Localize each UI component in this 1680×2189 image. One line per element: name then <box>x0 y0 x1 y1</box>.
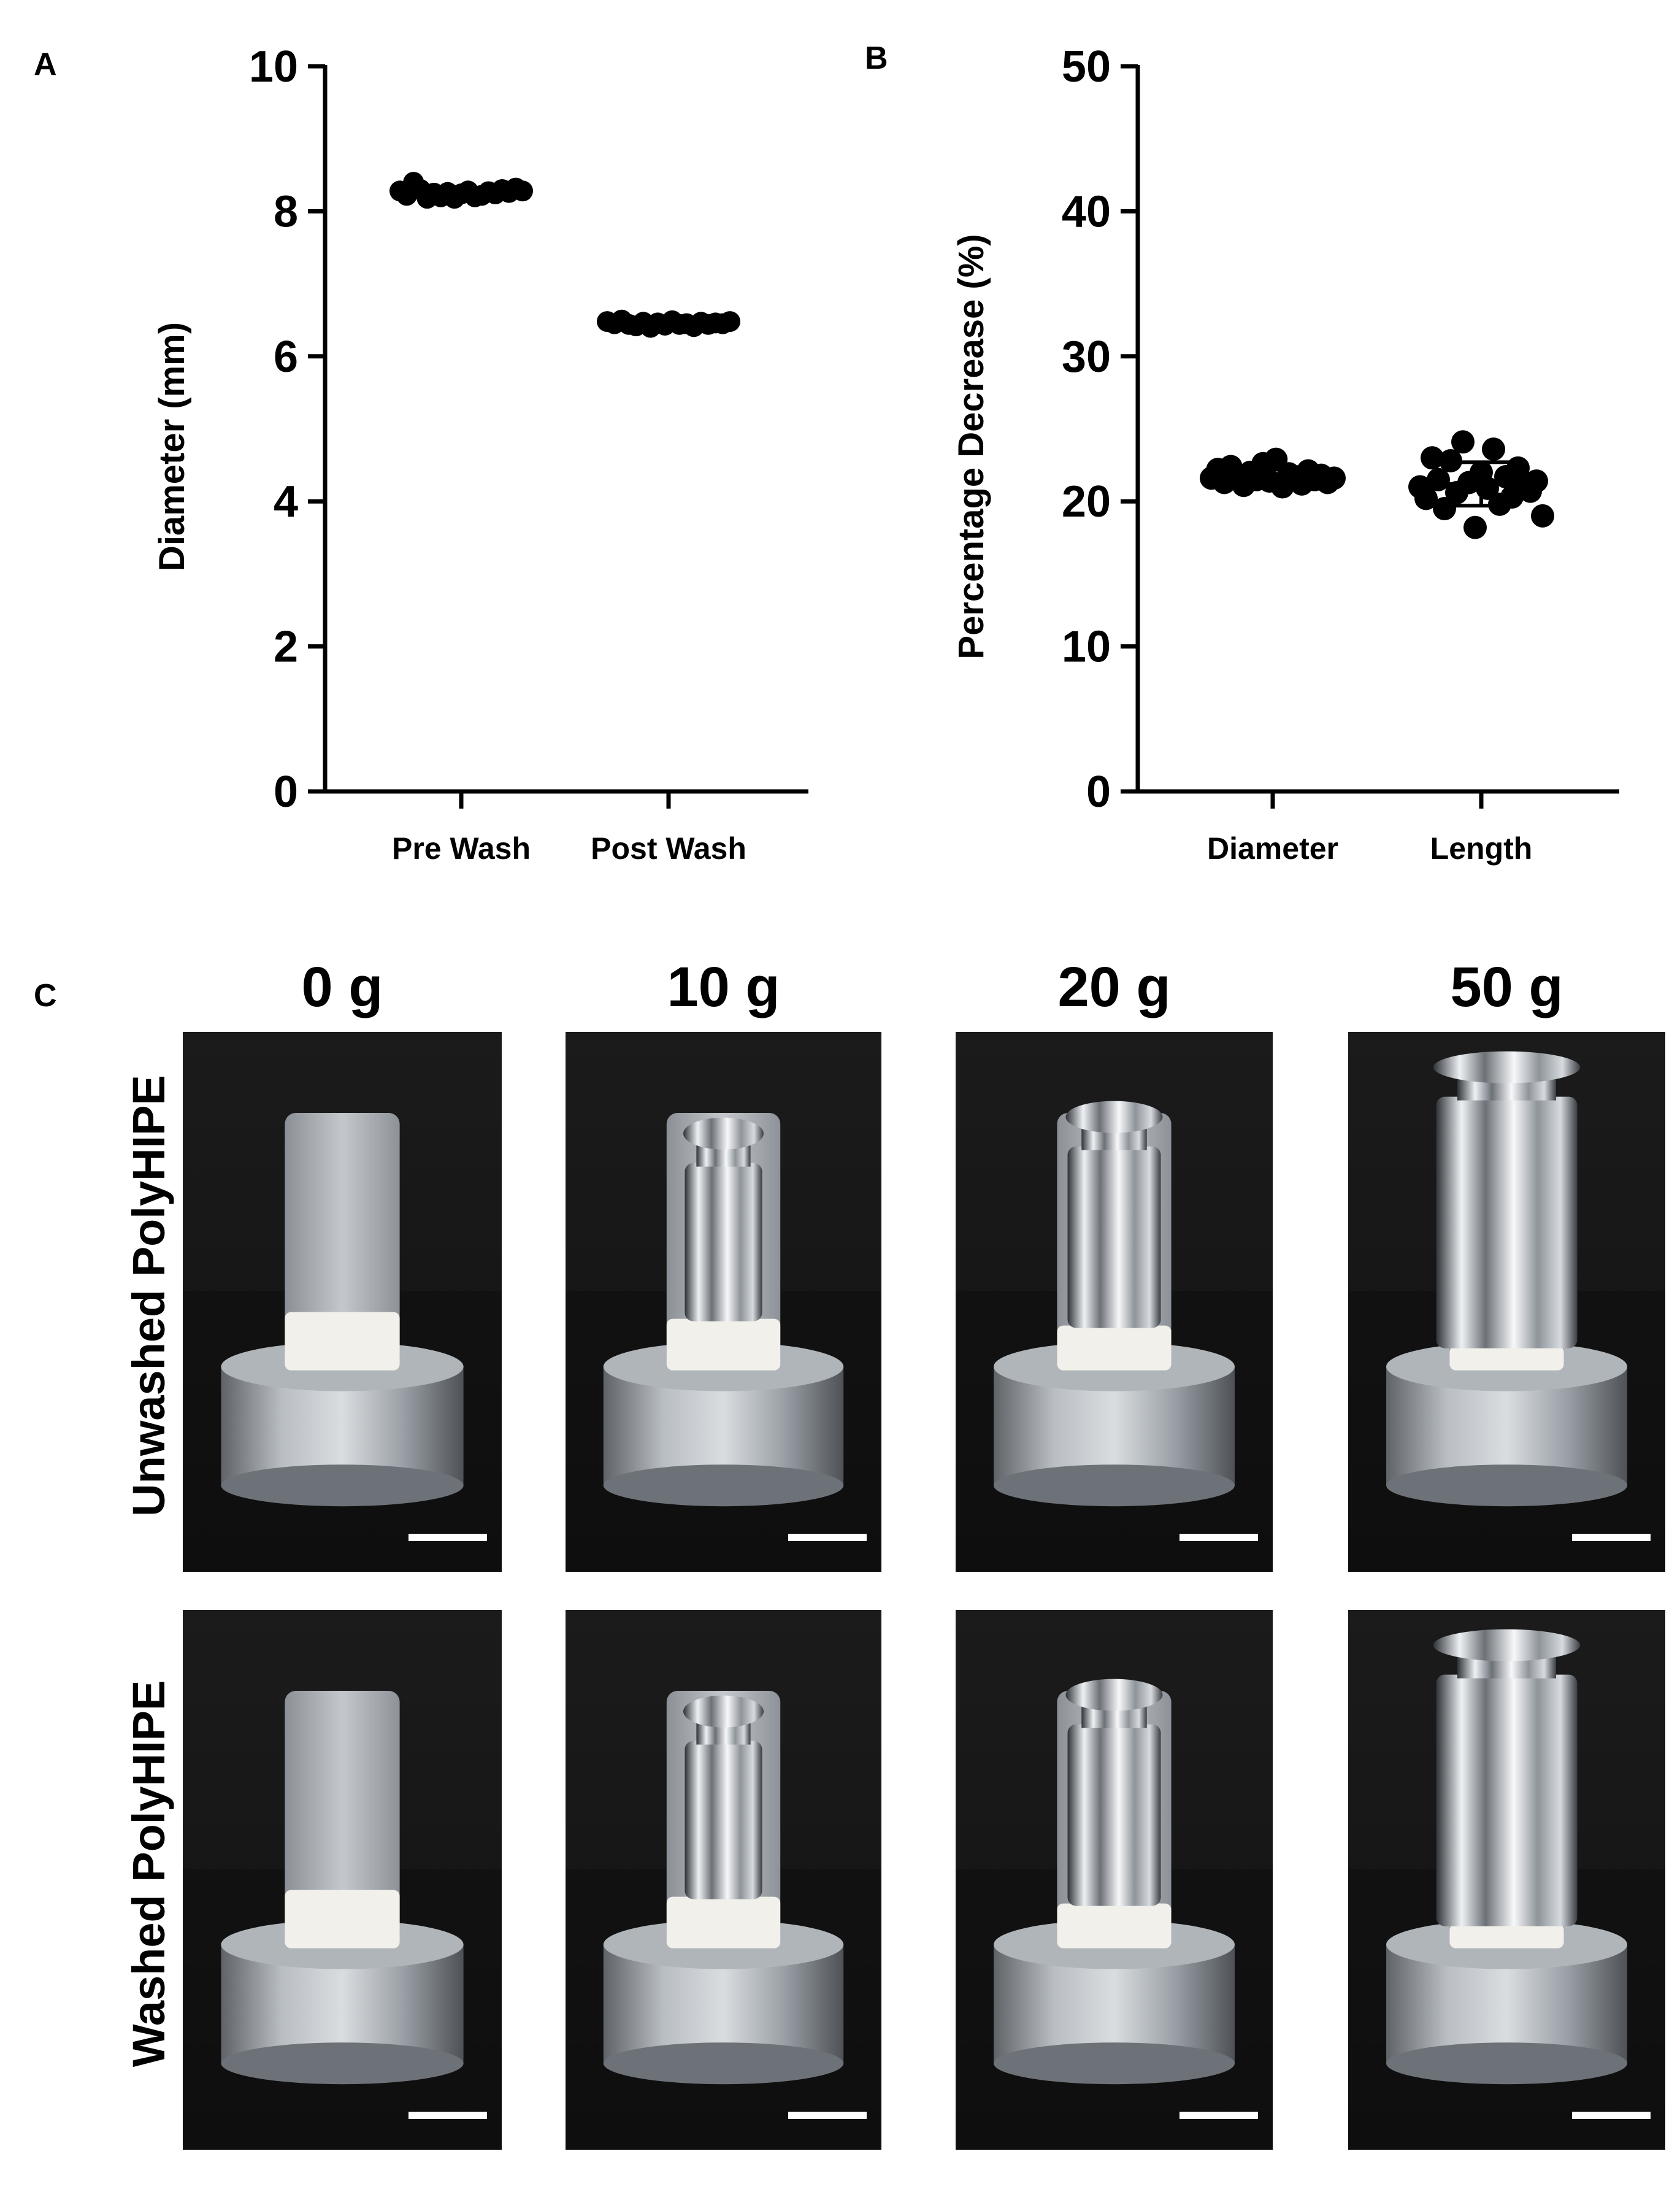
y-tick-label: 30 <box>1062 333 1111 382</box>
data-point <box>1451 430 1475 454</box>
x-tick-label: Post Wash <box>591 831 746 866</box>
test-weight-body <box>1067 1146 1161 1328</box>
y-tick-label: 0 <box>1086 767 1111 817</box>
panel-label-c: C <box>34 978 57 1014</box>
test-weight-body <box>685 1163 762 1321</box>
data-point <box>1476 476 1499 500</box>
polyhipe-sample <box>1449 1923 1564 1949</box>
base-weight-bottom <box>603 1464 844 1507</box>
data-point <box>1531 504 1554 528</box>
base-weight-bottom <box>994 1464 1235 1507</box>
photo-cell <box>183 1032 502 1572</box>
base-weight-bottom <box>994 2042 1235 2085</box>
y-tick-label: 2 <box>274 623 298 672</box>
test-weight-body <box>1436 1096 1578 1348</box>
base-weight-bottom <box>1386 2042 1627 2085</box>
data-point <box>1525 469 1548 493</box>
back-plate <box>285 1691 400 1945</box>
x-tick-label: Length <box>1430 831 1533 866</box>
x-tick-label: Pre Wash <box>392 831 531 866</box>
base-weight-bottom <box>221 2042 464 2085</box>
data-point <box>1421 446 1444 470</box>
data-point <box>1463 515 1487 539</box>
chart-a-axes: 0 2 4 6 8 10 Pre Wash Post Wash <box>249 42 808 866</box>
chart-b: 0 10 20 30 40 50 Diameter Length Percentage Dec… <box>951 42 1619 866</box>
chart-b-y-axis-label: Percentage Decrease (%) <box>951 234 991 659</box>
photo-cell <box>1348 1032 1665 1572</box>
base-weight-bottom <box>603 2042 844 2085</box>
scale-bar <box>788 2112 867 2119</box>
test-weight-knob <box>1065 1101 1163 1133</box>
polyhipe-sample <box>1057 1325 1172 1371</box>
data-point <box>1482 437 1505 461</box>
column-header: 10 g <box>667 956 780 1018</box>
test-weight-knob <box>1433 1051 1581 1083</box>
chart-b-points <box>1200 430 1554 539</box>
scale-bar <box>788 1534 867 1541</box>
y-tick-label: 4 <box>274 477 298 526</box>
photo-cell <box>183 1610 502 2150</box>
chart-a: 0 2 4 6 8 10 Pre Wash Post Wash Diameter (mm) <box>152 42 808 866</box>
test-weight-knob <box>1433 1629 1581 1661</box>
column-header: 0 g <box>302 956 383 1018</box>
polyhipe-sample <box>1057 1903 1172 1949</box>
panel-label-b: B <box>865 40 888 76</box>
scale-bar <box>408 2112 487 2119</box>
data-point <box>512 180 533 202</box>
scale-bar <box>1572 2112 1651 2119</box>
photo-cell <box>566 1610 881 2150</box>
test-weight-knob <box>683 1117 764 1150</box>
base-weight-bottom <box>1386 1464 1627 1507</box>
y-tick-label: 6 <box>274 333 298 382</box>
scale-bar <box>1572 1534 1651 1541</box>
scale-bar <box>408 1534 487 1541</box>
chart-b-axes: 0 10 20 30 40 50 Diameter Length <box>1062 42 1619 866</box>
photo-grid: 0 g 10 g 20 g 50 g Unwashed PolyHIPE Washed P… <box>123 956 1665 2150</box>
y-tick-label: 50 <box>1062 42 1111 91</box>
column-header: 50 g <box>1450 956 1563 1018</box>
photo-cell <box>1348 1610 1665 2150</box>
polyhipe-sample <box>666 1896 781 1949</box>
row-label: Unwashed PolyHIPE <box>123 1075 174 1517</box>
y-tick-label: 0 <box>274 767 298 817</box>
polyhipe-sample <box>1449 1345 1564 1371</box>
row-label: Washed PolyHIPE <box>123 1680 174 2068</box>
test-weight-body <box>1067 1724 1161 1906</box>
x-tick-label: Diameter <box>1207 831 1338 866</box>
test-weight-knob <box>1065 1679 1163 1711</box>
y-tick-label: 40 <box>1062 187 1111 236</box>
photo-cell <box>566 1032 881 1572</box>
y-tick-label: 20 <box>1062 477 1111 526</box>
y-tick-label: 10 <box>249 42 298 91</box>
y-tick-label: 8 <box>274 187 298 236</box>
data-point <box>1433 497 1456 521</box>
photo-cell <box>956 1032 1273 1572</box>
base-weight-bottom <box>221 1464 464 1507</box>
test-weight-knob <box>683 1695 764 1728</box>
column-header: 20 g <box>1057 956 1170 1018</box>
scale-bar <box>1179 1534 1258 1541</box>
chart-a-y-axis-label: Diameter (mm) <box>152 322 192 571</box>
y-tick-label: 10 <box>1062 623 1111 672</box>
chart-a-points <box>389 172 740 338</box>
data-point <box>1322 466 1346 490</box>
data-point <box>1427 467 1450 491</box>
panel-label-a: A <box>34 47 57 82</box>
polyhipe-sample <box>666 1318 781 1371</box>
scale-bar <box>1179 2112 1258 2119</box>
back-plate <box>285 1113 400 1367</box>
polyhipe-sample <box>285 1890 400 1949</box>
polyhipe-sample <box>285 1312 400 1371</box>
data-point <box>1414 487 1438 510</box>
test-weight-body <box>685 1741 762 1899</box>
data-point <box>1439 449 1462 473</box>
data-point <box>719 311 740 333</box>
photo-cell <box>956 1610 1273 2150</box>
test-weight-body <box>1436 1674 1578 1926</box>
